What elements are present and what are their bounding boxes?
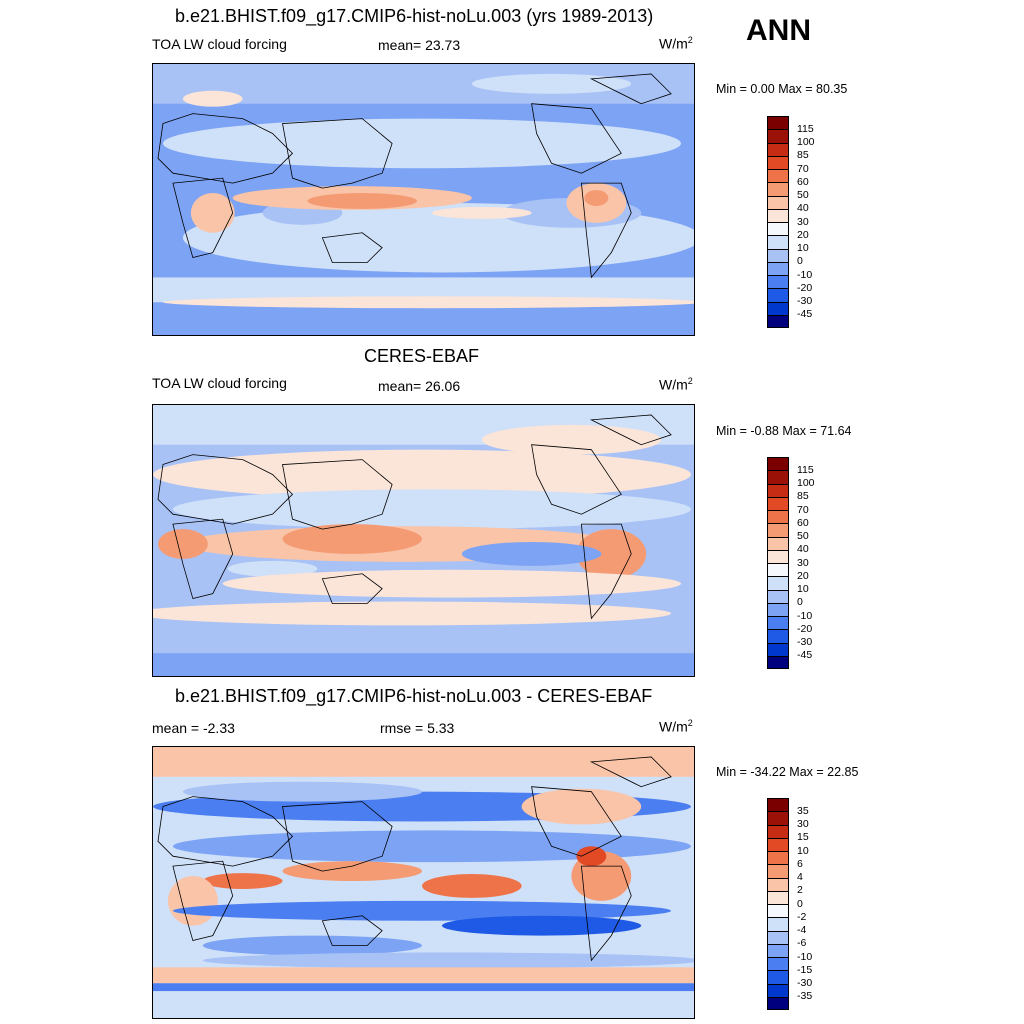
panel1-units: W/m2 xyxy=(659,35,693,52)
colorbar-label: -45 xyxy=(797,308,813,320)
panel2-units: W/m2 xyxy=(659,376,693,393)
colorbar-label: 40 xyxy=(797,202,809,214)
panel2-map xyxy=(152,404,695,677)
season-label: ANN xyxy=(746,14,811,47)
colorbar-label: -10 xyxy=(797,269,813,281)
panel1-minmax: Min = 0.00 Max = 80.35 xyxy=(716,82,848,96)
colorbar-label: 0 xyxy=(797,898,803,910)
colorbar-label: -10 xyxy=(797,951,813,963)
colorbar-label: 10 xyxy=(797,845,809,857)
panel3-rmse: rmse = 5.33 xyxy=(380,720,455,736)
colorbar-label: -4 xyxy=(797,924,807,936)
colorbar-label: -2 xyxy=(797,911,807,923)
colorbar-label: 30 xyxy=(797,818,809,830)
colorbar-label: 6 xyxy=(797,858,803,870)
colorbar-label: 85 xyxy=(797,490,809,502)
colorbar-label: 115 xyxy=(797,464,814,476)
colorbar-label: -30 xyxy=(797,636,813,648)
colorbar-label: -6 xyxy=(797,937,807,949)
colorbar-label: 60 xyxy=(797,176,809,188)
panel1-map xyxy=(152,63,695,336)
panel3-map xyxy=(152,746,695,1019)
panel2-minmax: Min = -0.88 Max = 71.64 xyxy=(716,424,852,438)
panel1-variable-label: TOA LW cloud forcing xyxy=(152,36,287,52)
colorbar-label: -45 xyxy=(797,649,813,661)
colorbar-label: 2 xyxy=(797,884,803,896)
panel2-mean: mean= 26.06 xyxy=(378,378,461,394)
colorbar-label: -30 xyxy=(797,295,813,307)
colorbar-label: 30 xyxy=(797,216,809,228)
colorbar-label: 100 xyxy=(797,477,815,489)
colorbar-label: 60 xyxy=(797,517,809,529)
panel1-map-plot xyxy=(153,64,694,335)
colorbar-label: -20 xyxy=(797,282,813,294)
colorbar-label: 10 xyxy=(797,242,809,254)
colorbar-label: 0 xyxy=(797,255,803,267)
panel1-mean: mean= 23.73 xyxy=(378,37,461,53)
colorbar-label: 20 xyxy=(797,229,809,241)
colorbar-label: 85 xyxy=(797,149,809,161)
panel3-title: b.e21.BHIST.f09_g17.CMIP6-hist-noLu.003 … xyxy=(175,686,653,706)
panel1-title: b.e21.BHIST.f09_g17.CMIP6-hist-noLu.003 … xyxy=(175,6,654,26)
colorbar-label: -15 xyxy=(797,964,813,976)
panel3-map-plot xyxy=(153,747,694,1018)
colorbar-label: -30 xyxy=(797,977,813,989)
colorbar-label: 50 xyxy=(797,189,809,201)
colorbar-label: 20 xyxy=(797,570,809,582)
panel3-minmax: Min = -34.22 Max = 22.85 xyxy=(716,765,859,779)
colorbar-label: 15 xyxy=(797,831,809,843)
colorbar-label: 35 xyxy=(797,805,809,817)
colorbar-label: 70 xyxy=(797,163,809,175)
colorbar-label: 115 xyxy=(797,123,814,135)
panel3-mean: mean = -2.33 xyxy=(152,720,235,736)
colorbar-label: 40 xyxy=(797,543,809,555)
colorbar-label: 4 xyxy=(797,871,803,883)
colorbar-label: -20 xyxy=(797,623,813,635)
colorbar-label: -10 xyxy=(797,610,813,622)
colorbar-label: -35 xyxy=(797,990,813,1002)
panel2-map-plot xyxy=(153,405,694,676)
panel3-units: W/m2 xyxy=(659,718,693,735)
colorbar-label: 100 xyxy=(797,136,815,148)
panel2-title: CERES-EBAF xyxy=(364,346,480,366)
panel2-variable-label: TOA LW cloud forcing xyxy=(152,375,287,391)
colorbar-label: 50 xyxy=(797,530,809,542)
colorbar-label: 70 xyxy=(797,504,809,516)
colorbar-label: 0 xyxy=(797,596,803,608)
colorbar-label: 30 xyxy=(797,557,809,569)
colorbar-label: 10 xyxy=(797,583,809,595)
